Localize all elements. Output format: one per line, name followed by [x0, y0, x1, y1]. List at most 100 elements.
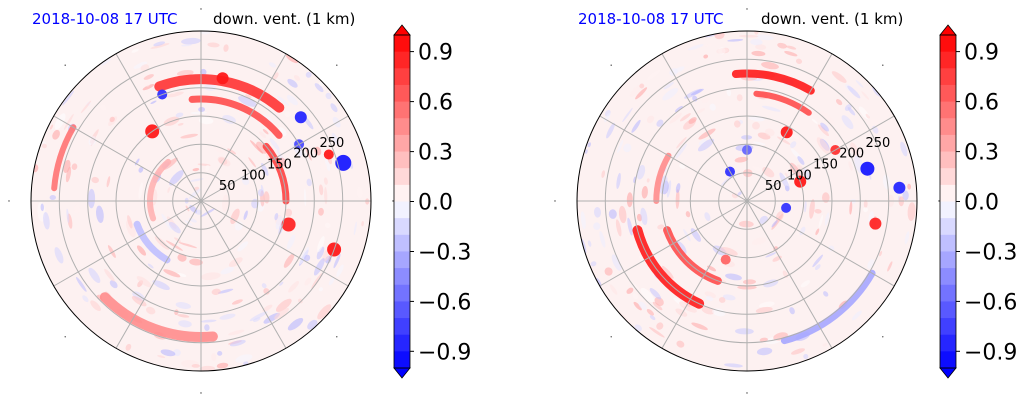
texture-speck [274, 307, 289, 320]
texture-speck [758, 301, 775, 308]
texture-speck [771, 220, 778, 228]
texture-speck [616, 172, 621, 189]
texture-speck [675, 308, 688, 317]
texture-speck [791, 348, 805, 355]
texture-speck [761, 105, 781, 112]
title-time: 2018-10-08 17 UTC [578, 10, 724, 28]
edge-marker [610, 336, 612, 338]
texture-speck [823, 291, 829, 297]
texture-speck [654, 297, 664, 306]
texture-speck [317, 304, 332, 320]
texture-speck [656, 119, 664, 127]
edge-marker [610, 64, 612, 66]
r-tick-label: 50 [765, 179, 782, 194]
texture-speck [622, 107, 633, 123]
texture-speck [812, 254, 824, 268]
texture-speck [851, 310, 862, 321]
texture-speck [107, 245, 116, 258]
colorbar-segment [394, 268, 410, 286]
texture-speck [756, 347, 773, 356]
texture-speck [777, 136, 791, 145]
texture-speck [606, 122, 615, 139]
texture-speck [317, 236, 325, 253]
colorbar-extend-max [393, 24, 411, 36]
texture-speck [831, 71, 847, 83]
azimuth-spoke [200, 200, 349, 287]
texture-speck [177, 123, 184, 126]
texture-speck [632, 293, 639, 300]
wind-band [753, 90, 812, 116]
texture-speck [43, 212, 50, 230]
wind-blob [323, 149, 334, 160]
texture-speck [752, 121, 760, 130]
colorbar-segment [394, 51, 410, 69]
texture-speck [649, 288, 662, 300]
texture-speck [95, 205, 104, 223]
texture-speck [217, 288, 234, 294]
wind-blob [860, 161, 875, 176]
texture-speck [761, 61, 779, 70]
azimuth-spoke [599, 200, 748, 287]
colorbar-segment [394, 184, 410, 202]
texture-speck [177, 253, 187, 262]
texture-speck [143, 74, 154, 80]
texture-speck [863, 199, 868, 209]
texture-speck [703, 54, 709, 59]
texture-speck [818, 124, 829, 137]
texture-speck [676, 136, 687, 149]
texture-speck [727, 38, 744, 42]
texture-speck [330, 103, 338, 113]
texture-speck [850, 142, 859, 156]
texture-speck [683, 228, 691, 242]
texture-speck [631, 119, 641, 133]
r-tick-label: 100 [241, 168, 266, 183]
wind-band [780, 269, 876, 345]
texture-speck [259, 131, 267, 138]
texture-speck [336, 264, 344, 278]
colorbar-segment [940, 301, 956, 319]
texture-speck [626, 192, 633, 208]
colorbar-tick-label: 0.0 [964, 191, 999, 216]
texture-speck [816, 137, 830, 155]
texture-speck [679, 113, 691, 122]
texture-speck [328, 277, 335, 286]
texture-speck [725, 273, 742, 281]
texture-speck [755, 306, 773, 314]
texture-speck [879, 250, 883, 257]
texture-speck [331, 132, 339, 145]
texture-speck [211, 353, 217, 361]
texture-speck [361, 221, 364, 227]
texture-speck [109, 116, 115, 123]
texture-speck [190, 111, 207, 115]
colorbar-tick-label: −0.6 [964, 290, 1017, 315]
colorbar-tick-label: 0.3 [418, 141, 453, 166]
texture-speck [799, 226, 806, 236]
colorbar: −0.9 −0.6 −0.3 0.0 0.3 0.6 0.9 [393, 24, 471, 379]
texture-speck [858, 106, 870, 120]
texture-speck [736, 94, 743, 102]
texture-speck [661, 265, 674, 279]
texture-speck [811, 118, 818, 124]
texture-speck [257, 189, 264, 197]
texture-speck [305, 71, 312, 78]
colorbar-segment [394, 84, 410, 103]
texture-speck [65, 166, 72, 183]
azimuth-spoke [53, 200, 202, 287]
texture-speck [737, 190, 743, 196]
texture-speck [227, 148, 237, 155]
texture-speck [144, 80, 151, 87]
texture-speck [814, 208, 822, 214]
wind-blob [294, 111, 307, 124]
edge-marker [882, 64, 884, 66]
texture-speck [663, 82, 674, 90]
texture-speck [298, 298, 303, 304]
texture-speck [759, 337, 768, 342]
colorbar-segment [394, 134, 410, 153]
texture-speck [698, 128, 716, 140]
texture-speck [601, 170, 606, 178]
texture-speck [286, 234, 296, 250]
texture-speck [136, 276, 152, 288]
texture-speck [649, 315, 656, 321]
texture-speck [211, 288, 221, 295]
azimuth-spoke [746, 53, 833, 202]
